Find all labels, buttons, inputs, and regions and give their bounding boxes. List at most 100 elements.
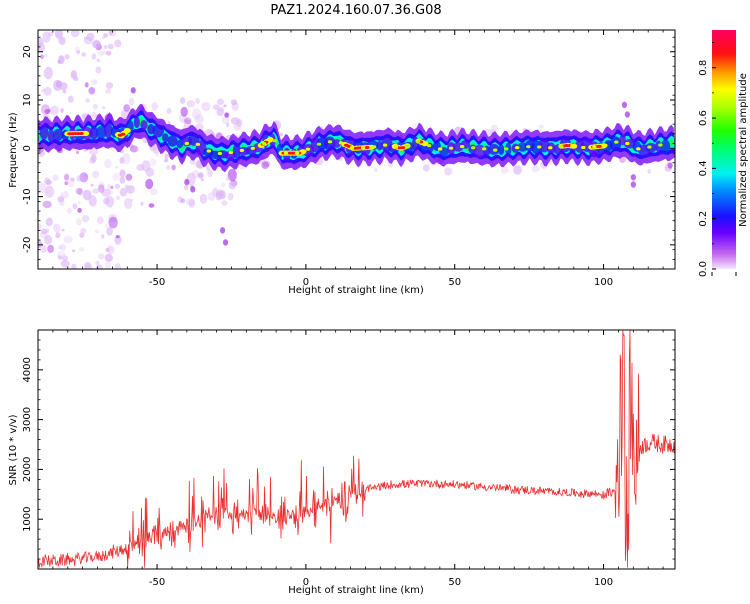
speckle-blob — [78, 246, 85, 252]
speckle-blob — [57, 60, 61, 64]
ridge-lump — [376, 141, 383, 151]
speckle-blob — [91, 79, 98, 86]
speckle-blob — [223, 104, 227, 108]
ridge-lump — [152, 124, 164, 138]
ridge-hotspot — [437, 147, 443, 151]
speckle-blob — [98, 184, 105, 193]
speckle-blob — [97, 51, 105, 57]
ridge-lump — [332, 139, 341, 148]
colorbar-tick-label: 0.6 — [698, 110, 709, 126]
speckle-blob — [53, 79, 62, 91]
speckle-blob — [59, 243, 67, 251]
ridge-hotspot — [548, 146, 553, 150]
speckle-blob — [115, 235, 120, 239]
speckle-blob — [206, 164, 211, 171]
speckle-blob — [104, 158, 112, 169]
peak-core-yellow — [266, 137, 274, 143]
speckle-blob — [42, 31, 51, 43]
ridge-hotspot — [459, 144, 465, 149]
speckle-blob — [119, 176, 126, 184]
ridge-hotspot — [470, 146, 476, 150]
speckle-blob — [261, 161, 270, 169]
speckle-blob — [103, 33, 109, 38]
speckle-blob — [66, 208, 72, 214]
speckle-blob — [83, 36, 88, 40]
speckle-blob — [47, 244, 54, 253]
speckle-blob — [40, 54, 44, 60]
speckle-blob — [57, 245, 62, 250]
speckle-blob — [106, 50, 112, 56]
ridge-hotspot — [426, 143, 432, 148]
speckle-blob — [219, 106, 225, 112]
speckle-blob — [43, 86, 52, 96]
speckle-blob — [200, 178, 205, 182]
ridge-hotspot — [393, 145, 399, 149]
snr-y-axis-label: SNR (10 * v/v) — [8, 414, 19, 485]
ridge-hotspot — [184, 141, 190, 146]
speckle-blob — [198, 172, 204, 179]
speckle-blob — [98, 253, 105, 260]
ridge-lump — [133, 116, 140, 129]
spectrogram-panel: -50 0 50 100 -20 -10 0 10 20 Height of straight … — [8, 29, 676, 296]
speckle-blob — [97, 181, 105, 190]
ridge-hotspot — [206, 149, 212, 153]
speckle-blob — [38, 43, 45, 53]
ridge-lump — [52, 128, 64, 141]
speckle-blob — [123, 104, 131, 112]
snr-x-tick-label: 100 — [594, 577, 613, 588]
speckle-blob — [90, 154, 97, 163]
isolated-feature — [130, 87, 136, 94]
ridge-lump — [140, 120, 148, 130]
speckle-blob — [52, 174, 59, 182]
spectrogram-x-tick-label: 50 — [448, 277, 461, 288]
speckle-blob — [92, 103, 99, 110]
ridge-lump — [167, 135, 178, 147]
speckle-blob — [88, 87, 96, 95]
ridge-hotspot — [448, 146, 454, 150]
speckle-blob — [95, 66, 102, 74]
speckle-blob — [96, 216, 104, 225]
speckle-blob — [75, 188, 83, 195]
speckle-blob — [41, 104, 50, 115]
speckle-blob — [444, 167, 453, 176]
speckle-blob — [42, 200, 52, 209]
ridge-lump — [188, 132, 200, 146]
speckle-blob — [70, 70, 78, 80]
speckle-blob — [105, 248, 110, 252]
spectrogram-axes-frame — [37, 29, 676, 270]
speckle-blob — [151, 102, 158, 111]
speckle-blob — [105, 88, 111, 94]
speckle-blob — [77, 201, 81, 205]
speckle-blob — [45, 179, 52, 185]
snr-x-tick-label: -50 — [149, 577, 165, 588]
speckle-blob — [104, 253, 114, 262]
colorbar-tick-label: 0.2 — [698, 211, 709, 227]
snr-y-tick-label: 1000 — [22, 506, 33, 531]
speckle-blob — [125, 173, 133, 181]
ridge-hotspot — [581, 145, 586, 150]
ridge-lump — [498, 144, 505, 156]
speckle-blob — [188, 199, 196, 208]
speckle-blob — [75, 151, 80, 154]
peak-core-red — [400, 146, 406, 150]
spectrogram-x-tick-label: -50 — [149, 277, 165, 288]
ridge-hotspot — [481, 147, 487, 151]
speckle-blob — [201, 101, 211, 112]
ridge-hotspot — [415, 139, 421, 144]
snr-ticks: -50 0 50 100 1000 2000 3000 4000 — [22, 329, 675, 588]
speckle-blob — [57, 36, 65, 44]
speckle-blob — [61, 228, 65, 232]
speckle-blob — [106, 245, 115, 255]
spectrogram-x-tick-label: 0 — [303, 277, 309, 288]
isolated-feature — [219, 227, 226, 234]
speckle-blob — [67, 95, 74, 103]
isolated-feature — [621, 101, 627, 109]
spectrogram-y-tick-label: 0 — [22, 145, 33, 151]
speckle-blob — [44, 235, 53, 245]
speckle-blob — [110, 185, 114, 189]
speckle-blob — [215, 191, 223, 201]
ridge-hotspot — [349, 146, 355, 150]
ridge-lump — [660, 139, 671, 155]
speckle-blob — [184, 117, 192, 125]
ridge-lump — [162, 133, 169, 143]
